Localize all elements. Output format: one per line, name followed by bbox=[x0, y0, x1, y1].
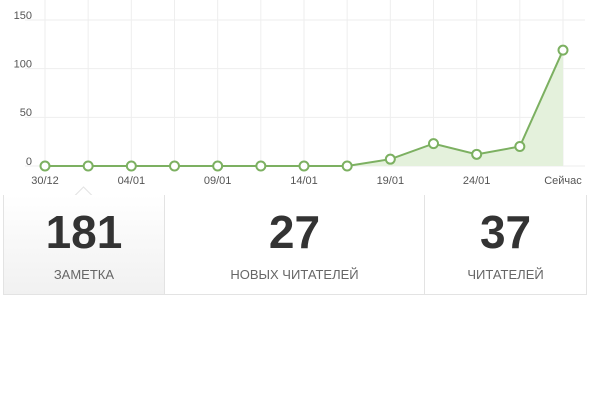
point bbox=[471, 148, 483, 160]
stat-tab[interactable]: 181 ЗАМЕТКА bbox=[4, 195, 164, 294]
x-tick-label: 04/01 bbox=[118, 175, 146, 187]
x-tick-label: 24/01 bbox=[463, 175, 491, 187]
stat-value: 181 bbox=[45, 206, 123, 258]
point bbox=[255, 160, 267, 172]
stats-panel: 181 ЗАМЕТКА 27 НОВЫХ ЧИТАТЕЛЕЙ 37 ЧИТАТЕЛЕЙ bbox=[3, 195, 587, 295]
y-tick-label: 100 bbox=[14, 59, 32, 71]
point bbox=[341, 160, 353, 172]
y-tick-label: 50 bbox=[20, 107, 32, 119]
selection-pointer bbox=[73, 186, 94, 196]
stat-tab[interactable]: 27 НОВЫХ ЧИТАТЕЛЕЙ bbox=[163, 195, 424, 294]
point bbox=[125, 160, 137, 172]
point bbox=[169, 160, 180, 172]
area bbox=[45, 50, 563, 166]
point bbox=[557, 44, 569, 56]
stat-label: НОВЫХ ЧИТАТЕЛЕЙ bbox=[230, 267, 359, 282]
point bbox=[82, 160, 94, 172]
point bbox=[212, 160, 224, 172]
y-tick-label: 0 bbox=[26, 156, 32, 168]
stat-label: ЧИТАТЕЛЕЙ bbox=[467, 267, 544, 282]
x-tick-label: 14/01 bbox=[290, 175, 318, 187]
point bbox=[39, 160, 51, 172]
chart: 0 50 100 150 30/12 04/01 09/01 14/01 19/01 24/01 С… bbox=[14, 0, 585, 196]
x-tick-label: Сейчас bbox=[544, 175, 582, 187]
x-tick-label: 09/01 bbox=[204, 175, 232, 187]
stat-label: ЗАМЕТКА bbox=[53, 267, 115, 282]
point bbox=[298, 160, 310, 172]
stat-tab[interactable]: 37 ЧИТАТЕЛЕЙ bbox=[424, 195, 586, 294]
point bbox=[384, 153, 396, 165]
point bbox=[428, 138, 439, 150]
stat-value: 27 bbox=[268, 206, 321, 258]
stat-value: 37 bbox=[479, 206, 532, 258]
point bbox=[514, 141, 526, 153]
x-tick-label: 19/01 bbox=[377, 175, 405, 187]
x-tick-label: 30/12 bbox=[31, 175, 59, 187]
y-tick-label: 150 bbox=[14, 10, 32, 22]
